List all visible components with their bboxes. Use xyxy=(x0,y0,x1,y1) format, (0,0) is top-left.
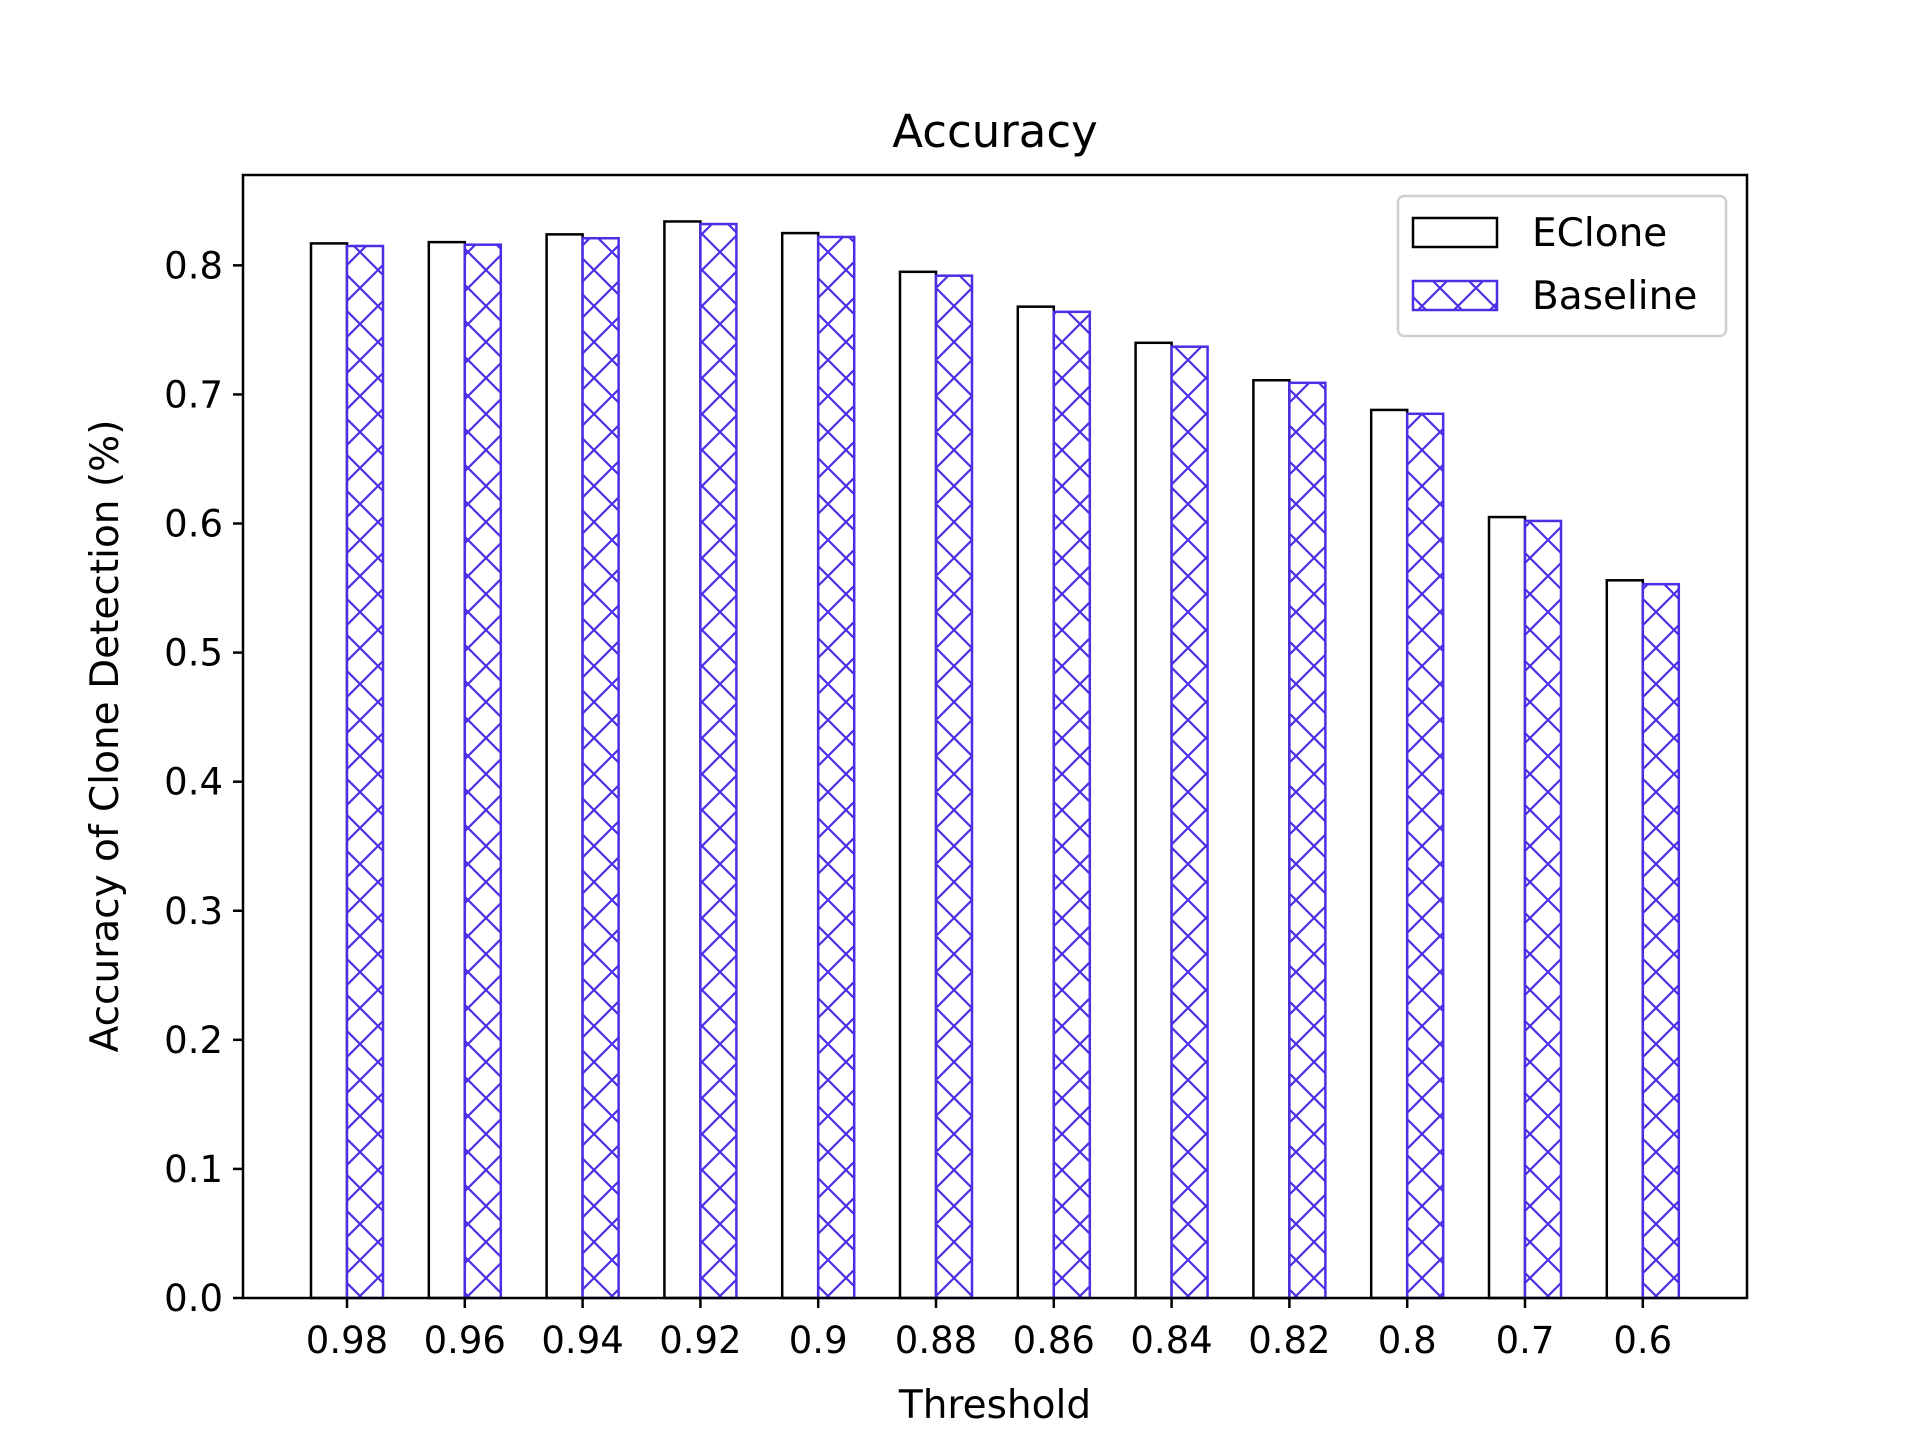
bar-eclone xyxy=(1134,341,1173,1300)
y-tick-label: 0.1 xyxy=(164,1148,223,1191)
y-tick-label: 0.6 xyxy=(164,503,223,546)
legend-swatch-baseline xyxy=(1411,279,1499,312)
bars-group xyxy=(309,220,1681,1300)
x-tick-label: 0.88 xyxy=(895,1319,977,1362)
bar-baseline xyxy=(463,243,503,1300)
bar-baseline xyxy=(934,274,974,1300)
bar-baseline xyxy=(816,235,856,1300)
legend-label-eclone: EClone xyxy=(1532,211,1667,256)
y-tick-label: 0.8 xyxy=(164,244,223,287)
x-tick-label: 0.82 xyxy=(1248,1319,1330,1362)
legend-swatch-eclone xyxy=(1411,216,1499,249)
x-tick-label: 0.86 xyxy=(1013,1319,1095,1362)
bar-eclone xyxy=(780,231,820,1300)
bar-baseline xyxy=(1288,381,1327,1300)
x-tick-label: 0.84 xyxy=(1130,1319,1212,1362)
plot-frame xyxy=(241,173,1749,1300)
x-tick-label: 0.92 xyxy=(659,1319,741,1362)
bar-eclone xyxy=(1605,579,1645,1300)
x-axis: 0.98 0.96 0.94 0.92 0.9 0.88 0.86 0.84 0.82 0.8 0.… xyxy=(306,1298,1672,1362)
y-tick-label: 0.7 xyxy=(164,373,223,416)
bar-baseline xyxy=(581,237,620,1300)
bar-eclone xyxy=(1487,515,1527,1300)
bar-eclone xyxy=(427,240,467,1300)
y-tick-label: 0.5 xyxy=(164,632,223,675)
bar-eclone xyxy=(663,220,702,1300)
x-tick-label: 0.96 xyxy=(424,1319,506,1362)
bar-eclone xyxy=(898,270,938,1300)
x-axis-label: Threshold xyxy=(898,1383,1091,1428)
y-axis: 0.0 0.1 0.2 0.3 0.4 0.5 0.6 0.7 0.8 xyxy=(164,244,243,1320)
bar-eclone xyxy=(1252,378,1291,1300)
x-tick-label: 0.94 xyxy=(541,1319,623,1362)
y-tick-label: 0.0 xyxy=(164,1277,223,1320)
bar-baseline xyxy=(1170,345,1209,1300)
x-tick-label: 0.7 xyxy=(1496,1319,1555,1362)
bar-baseline xyxy=(1052,310,1092,1300)
x-tick-label: 0.8 xyxy=(1378,1319,1437,1362)
bar-baseline xyxy=(699,222,738,1300)
bar-baseline xyxy=(345,244,385,1300)
legend-label-baseline: Baseline xyxy=(1532,274,1697,319)
chart-title: Accuracy xyxy=(892,105,1097,158)
y-tick-label: 0.2 xyxy=(164,1019,223,1062)
bar-eclone xyxy=(1016,305,1056,1300)
y-tick-label: 0.3 xyxy=(164,890,223,933)
x-tick-label: 0.98 xyxy=(306,1319,388,1362)
legend: EClone Baseline xyxy=(1396,194,1728,338)
bar-baseline xyxy=(1405,412,1445,1300)
bar-baseline xyxy=(1641,582,1681,1300)
x-tick-label: 0.9 xyxy=(789,1319,848,1362)
y-axis-label: Accuracy of Clone Detection (%) xyxy=(83,420,128,1053)
bar-eclone xyxy=(1369,408,1409,1300)
bar-eclone xyxy=(309,242,349,1300)
bar-eclone xyxy=(545,233,584,1300)
y-tick-label: 0.4 xyxy=(164,761,223,804)
bar-baseline xyxy=(1523,519,1563,1300)
x-tick-label: 0.6 xyxy=(1613,1319,1672,1362)
